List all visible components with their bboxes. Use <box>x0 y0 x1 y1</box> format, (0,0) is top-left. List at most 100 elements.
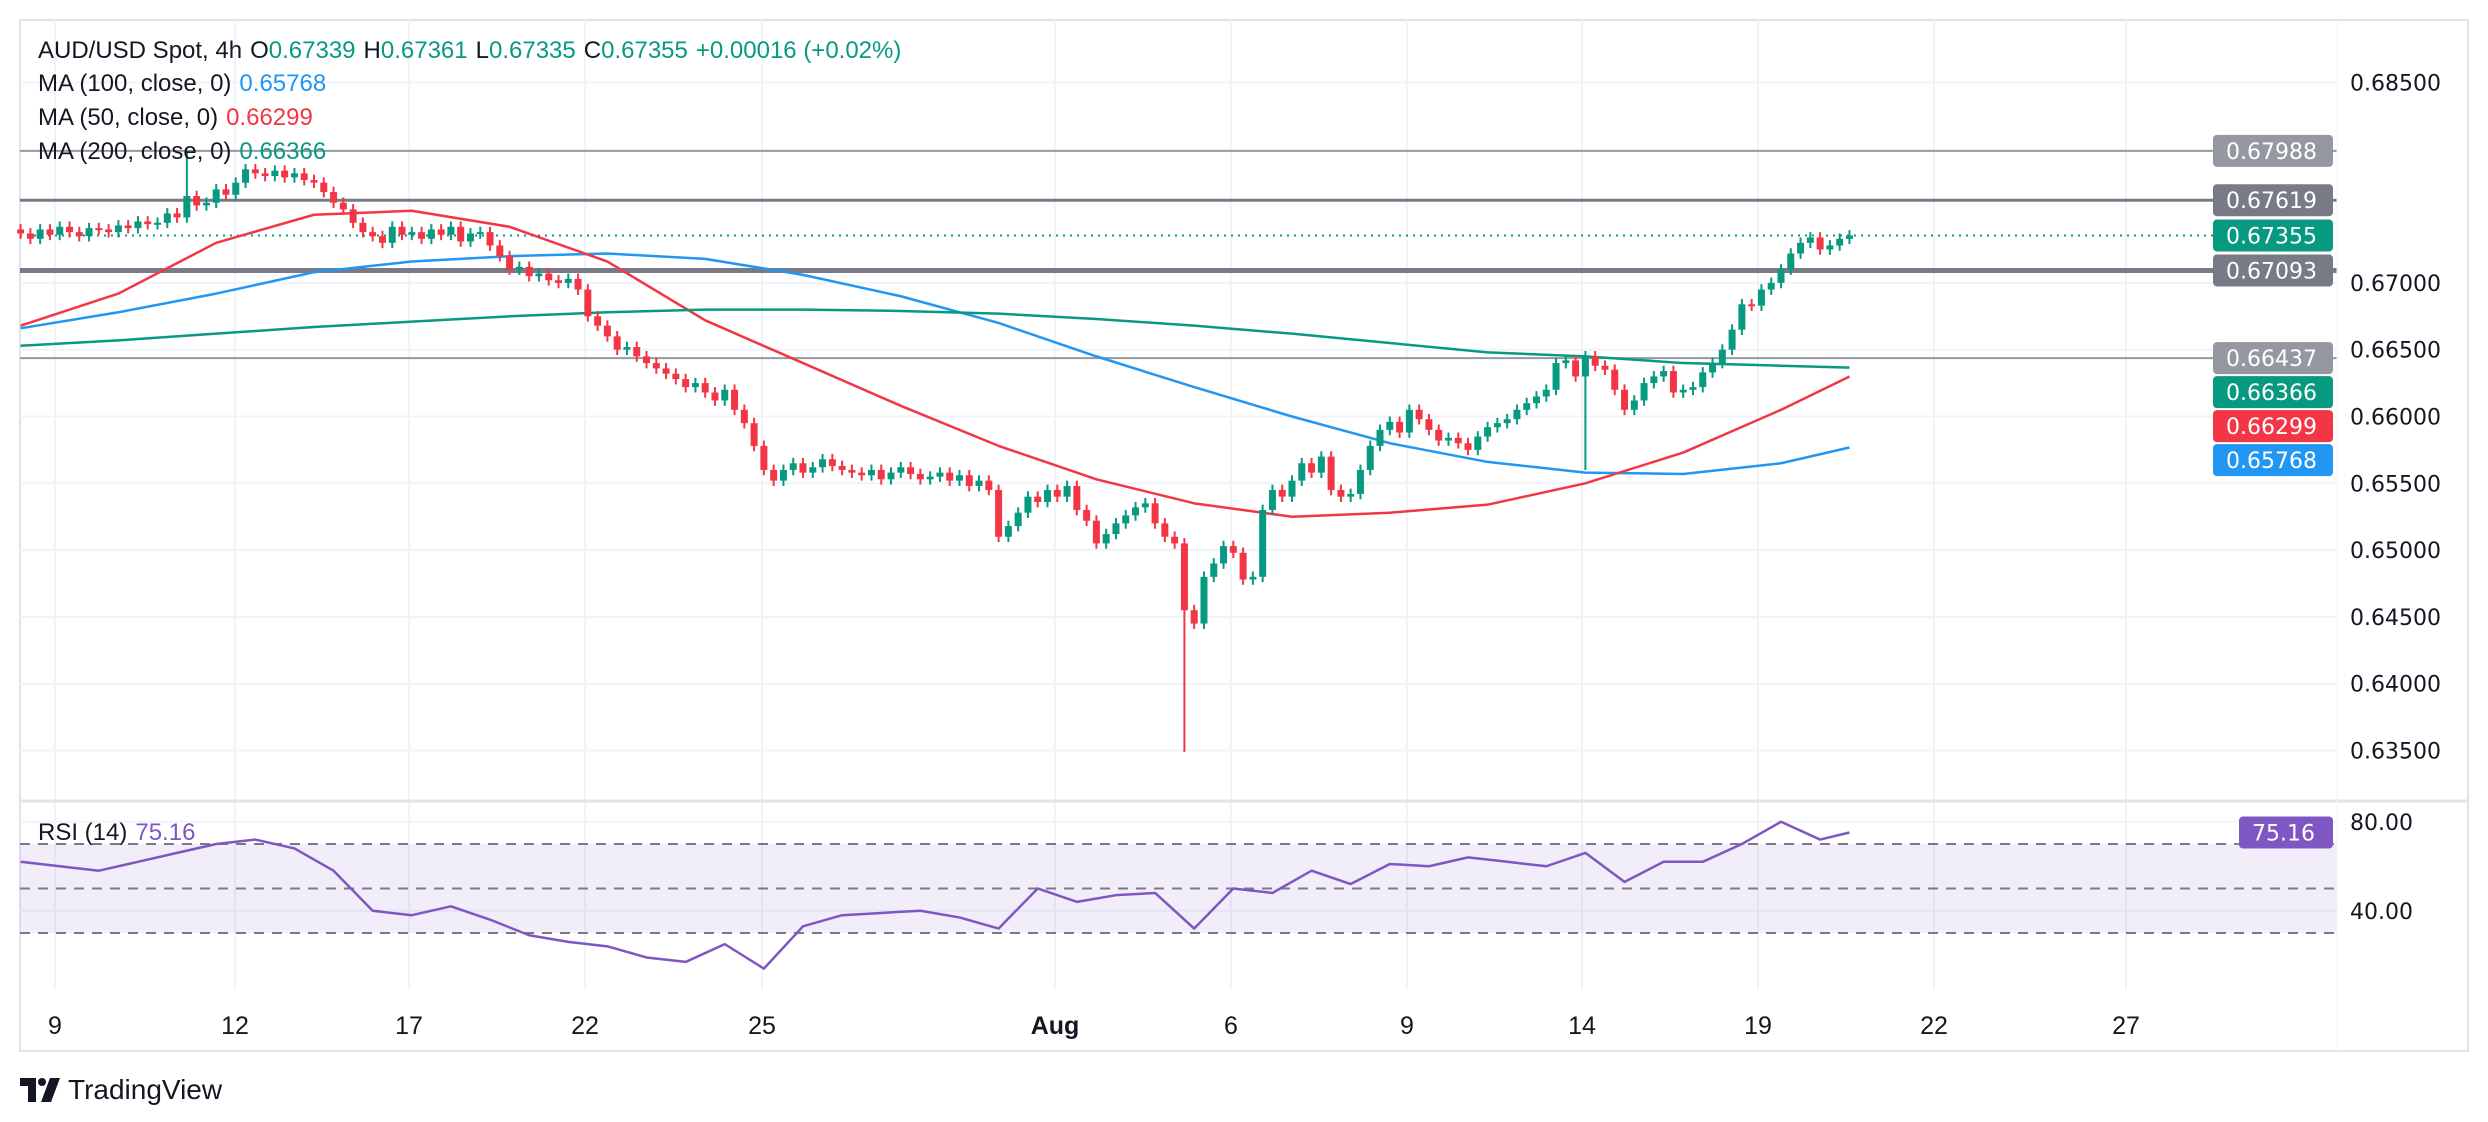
close-value: 0.67355 <box>601 37 688 64</box>
ma50-legend[interactable]: MA (50, close, 0) 0.66299 <box>38 104 321 132</box>
candle-body <box>1317 456 1325 473</box>
price-tag <box>2213 410 2333 443</box>
candle-body <box>457 226 465 242</box>
candle <box>144 216 152 230</box>
candle-body <box>1572 360 1580 377</box>
candle <box>1229 540 1237 559</box>
ma50-value: 0.66299 <box>226 104 313 131</box>
price-tag <box>2213 444 2333 477</box>
candle <box>105 224 113 238</box>
chart-frame <box>19 19 2469 1052</box>
price-axis[interactable]: 0.68500 0.67000 0.66500 0.66000 0.65500 0.650… <box>2213 72 2441 765</box>
candle <box>1845 230 1853 245</box>
candle <box>603 320 611 342</box>
candle <box>515 261 523 275</box>
candle-body <box>320 182 328 193</box>
ma100-legend[interactable]: MA (100, close, 0) 0.65768 <box>38 70 334 98</box>
candle-body <box>85 228 93 237</box>
candle-body <box>555 280 562 283</box>
candle-body <box>1132 507 1140 516</box>
candle <box>398 221 406 241</box>
candle <box>173 208 181 223</box>
rsi-pane <box>20 820 2337 970</box>
candle <box>378 230 386 249</box>
candle-body <box>975 480 983 486</box>
ma-line <box>20 308 1850 369</box>
candle <box>809 461 817 478</box>
candle-body <box>809 467 817 473</box>
candle <box>251 163 259 179</box>
rsi-value: 75.16 <box>135 819 196 846</box>
candle-body <box>662 368 670 374</box>
candle <box>369 226 377 242</box>
horizontal-levels[interactable] <box>20 149 2337 360</box>
candle-body <box>1386 421 1394 430</box>
candle-body <box>1777 269 1785 283</box>
candle <box>1396 416 1404 438</box>
ma200-legend[interactable]: MA (200, close, 0) 0.66366 <box>38 138 334 166</box>
price-tick-label: 0.67000 <box>2350 272 2441 297</box>
candle <box>877 464 885 485</box>
time-tick-label: 17 <box>395 1012 423 1040</box>
candle-body <box>603 325 611 337</box>
rsi-tick-label: 40.00 <box>2350 900 2413 925</box>
candle <box>281 165 289 183</box>
candle-body <box>897 467 905 473</box>
candle <box>1757 284 1765 311</box>
rsi-axis[interactable]: 80.00 40.00 75.16 <box>2239 811 2413 925</box>
time-tick-label: 25 <box>748 1012 776 1040</box>
price-tag-label: 0.67355 <box>2226 224 2317 249</box>
candle-body <box>418 232 426 239</box>
candle <box>731 384 739 416</box>
candle-body <box>1083 510 1091 521</box>
candle <box>310 174 318 189</box>
candle <box>271 165 279 182</box>
candle <box>613 330 621 356</box>
time-axis[interactable]: 9 12 17 22 25 Aug 6 9 14 19 22 27 <box>48 1012 2140 1040</box>
ma200-value: 0.66366 <box>239 138 327 165</box>
candle-body <box>1161 523 1169 537</box>
candle <box>261 168 269 182</box>
candle-body <box>1757 289 1765 306</box>
candle <box>691 377 699 393</box>
candle <box>1317 451 1325 478</box>
candle <box>955 469 963 486</box>
candle-body <box>193 196 201 206</box>
candle <box>662 363 670 380</box>
candle <box>584 284 592 322</box>
time-tick-label: 22 <box>571 1012 599 1040</box>
price-tag-label: 0.66366 <box>2226 381 2317 406</box>
candle <box>1122 510 1130 529</box>
candle-body <box>564 278 572 283</box>
candle-body <box>633 347 641 357</box>
candle-body <box>1396 421 1404 433</box>
candle-body <box>799 463 807 473</box>
candle <box>330 186 338 209</box>
candle <box>1132 502 1140 521</box>
candle-body <box>623 347 631 350</box>
candle-body <box>1562 360 1570 364</box>
candle-body <box>819 459 827 468</box>
open-value: 0.67339 <box>268 37 356 64</box>
tradingview-logo[interactable]: TradingView <box>20 1074 222 1106</box>
candle-body <box>1806 237 1814 243</box>
candle <box>1171 531 1179 549</box>
candle <box>66 221 73 238</box>
tradingview-logo-icon <box>20 1078 60 1102</box>
candle <box>652 357 660 374</box>
candle-body <box>1640 383 1648 401</box>
grid <box>20 20 2337 990</box>
time-tick-label: 27 <box>2112 1012 2140 1040</box>
candle-body <box>310 180 318 183</box>
candle <box>75 226 83 242</box>
symbol-title[interactable]: AUD/USD Spot, 4h <box>38 37 243 64</box>
candle <box>1376 424 1384 452</box>
candle <box>1533 391 1540 409</box>
candle-body <box>134 221 142 229</box>
candle-body <box>330 192 338 203</box>
candle <box>1327 451 1335 496</box>
candle <box>1288 475 1296 503</box>
rsi-legend[interactable]: RSI (14) 75.16 <box>38 819 203 847</box>
candle <box>1444 432 1452 446</box>
